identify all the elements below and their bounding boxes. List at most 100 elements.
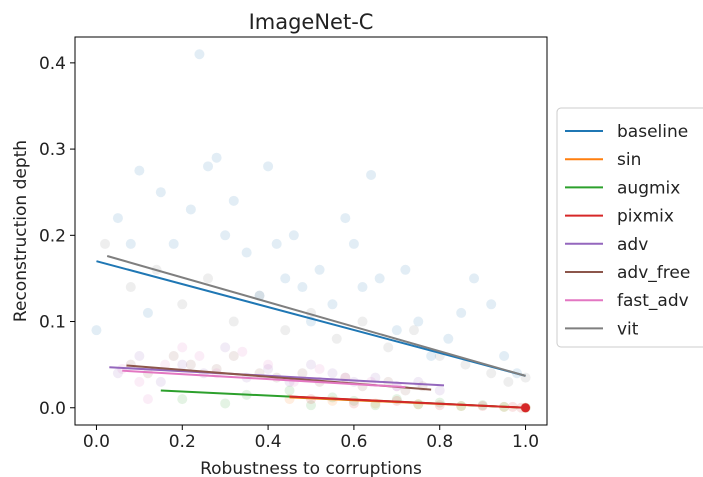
point-baseline-19 xyxy=(297,282,308,293)
point-baseline-17 xyxy=(280,273,291,284)
legend-label-adv_free: adv_free xyxy=(617,263,690,283)
x-tick-label: 0.6 xyxy=(340,432,367,452)
point-baseline-27 xyxy=(374,273,385,284)
point-augmix-3 xyxy=(284,385,295,396)
point-baseline-9 xyxy=(203,161,214,172)
point-fast_adv-7 xyxy=(237,346,248,357)
point-baseline-15 xyxy=(263,161,274,172)
trend-line-fast_adv xyxy=(122,369,406,389)
point-baseline-4 xyxy=(142,307,153,318)
chart-title: ImageNet-C xyxy=(249,10,374,34)
trend-line-vit xyxy=(106,255,526,377)
x-tick-label: 0.4 xyxy=(255,432,282,452)
legend-label-baseline: baseline xyxy=(617,122,688,142)
point-augmix-4 xyxy=(306,400,316,411)
point-adv-1 xyxy=(134,351,145,362)
point-vit-15 xyxy=(486,368,497,379)
x-tick-label: 0.8 xyxy=(426,432,453,452)
point-adv-12 xyxy=(370,372,381,383)
legend: baseline sin augmix pixmix adv adv_free fast_a… xyxy=(556,107,703,348)
point-baseline-11 xyxy=(220,230,231,241)
point-baseline-23 xyxy=(340,213,351,224)
point-baseline-16 xyxy=(271,238,282,249)
point-vit-9 xyxy=(331,333,342,344)
legend-label-pixmix: pixmix xyxy=(617,207,674,227)
point-vit-4 xyxy=(203,273,214,284)
point-baseline-0 xyxy=(91,325,102,336)
point-adv-7 xyxy=(263,363,274,374)
point-vit-11 xyxy=(383,342,394,353)
point-adv-2 xyxy=(155,376,166,387)
point-fast_adv-1 xyxy=(134,376,145,387)
point-baseline-26 xyxy=(366,169,377,180)
y-axis-ticks: 0.0 0.1 0.2 0.3 0.4 xyxy=(39,54,75,419)
point-adv_free-8 xyxy=(297,368,308,379)
point-baseline-8 xyxy=(194,49,205,60)
legend-label-sin: sin xyxy=(617,150,641,170)
point-adv_free-11 xyxy=(357,381,368,392)
point-baseline-10 xyxy=(211,152,222,163)
point-baseline-25 xyxy=(357,282,368,293)
trend-lines xyxy=(96,255,531,413)
point-fast_adv-8 xyxy=(263,359,274,370)
trend-line-adv xyxy=(109,366,445,387)
point-adv_free-0 xyxy=(125,359,136,370)
point-baseline-2 xyxy=(125,238,136,249)
y-tick-label: 0.3 xyxy=(39,140,66,160)
point-baseline-6 xyxy=(168,238,179,249)
point-baseline-22 xyxy=(327,299,338,310)
point-baseline-24 xyxy=(348,238,359,249)
point-baseline-3 xyxy=(134,165,145,176)
plot-frame xyxy=(74,36,548,426)
legend-label-augmix: augmix xyxy=(617,178,680,198)
y-tick-label: 0.2 xyxy=(39,226,66,246)
x-tick-label: 0.2 xyxy=(169,432,196,452)
point-fast_adv-3 xyxy=(160,359,171,370)
point-vit-5 xyxy=(228,316,239,327)
point-pixmix-3 xyxy=(434,400,445,411)
point-sin-4 xyxy=(456,401,467,412)
point-adv_free-1 xyxy=(142,368,153,379)
point-fast_adv-4 xyxy=(177,342,188,353)
point-fast_adv-5 xyxy=(194,351,205,362)
point-adv-9 xyxy=(306,359,316,370)
y-tick-label: 0.4 xyxy=(39,54,66,74)
point-adv_free-2 xyxy=(168,351,179,362)
trend-end-marker-pixmix xyxy=(521,403,531,413)
point-augmix-9 xyxy=(413,399,424,410)
legend-label-fast_adv: fast_adv xyxy=(617,291,689,311)
point-vit-1 xyxy=(125,282,136,293)
point-baseline-18 xyxy=(288,230,299,241)
x-axis-ticks: 0.0 0.2 0.4 0.6 0.8 1.0 xyxy=(83,425,539,452)
point-augmix-5 xyxy=(327,392,338,403)
point-vit-0 xyxy=(100,238,111,249)
point-adv-10 xyxy=(327,368,338,379)
legend-frame xyxy=(556,107,703,348)
point-vit-12 xyxy=(408,325,419,336)
point-baseline-36 xyxy=(499,351,510,362)
point-fast_adv-2 xyxy=(142,394,153,405)
point-baseline-31 xyxy=(426,351,437,362)
point-adv_free-5 xyxy=(228,351,239,362)
point-vit-16 xyxy=(503,376,514,387)
point-baseline-35 xyxy=(486,299,497,310)
x-axis-label: Robustness to corruptions xyxy=(200,459,422,477)
point-baseline-1 xyxy=(112,213,123,224)
trend-line-baseline xyxy=(96,260,526,377)
point-augmix-0 xyxy=(177,394,188,405)
point-vit-3 xyxy=(177,299,188,310)
point-baseline-32 xyxy=(443,333,454,344)
y-axis-label: Reconstruction depth xyxy=(11,140,31,322)
x-tick-label: 1.0 xyxy=(512,432,539,452)
point-baseline-33 xyxy=(456,307,467,318)
point-vit-14 xyxy=(460,359,471,370)
point-baseline-7 xyxy=(185,204,196,215)
point-adv_free-3 xyxy=(185,359,196,370)
point-baseline-29 xyxy=(400,264,411,275)
trend-line-pixmix xyxy=(289,395,526,409)
x-tick-label: 0.0 xyxy=(83,432,110,452)
point-adv-15 xyxy=(434,385,445,396)
legend-label-adv: adv xyxy=(617,235,648,255)
point-baseline-13 xyxy=(241,247,252,258)
